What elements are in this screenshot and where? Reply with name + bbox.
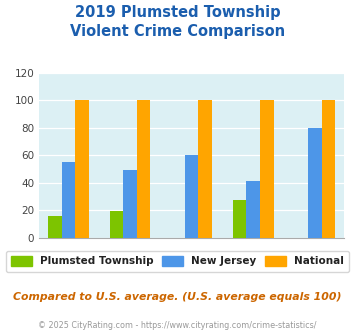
Bar	[198, 100, 212, 238]
Legend: Plumsted Township, New Jersey, National: Plumsted Township, New Jersey, National	[6, 251, 349, 272]
Text: 2019 Plumsted Township
Violent Crime Comparison: 2019 Plumsted Township Violent Crime Com…	[70, 5, 285, 39]
Bar	[185, 155, 198, 238]
Text: Compared to U.S. average. (U.S. average equals 100): Compared to U.S. average. (U.S. average …	[13, 292, 342, 302]
Bar	[62, 162, 75, 238]
Bar	[322, 100, 335, 238]
Bar	[110, 212, 124, 238]
Bar	[233, 200, 246, 238]
Bar	[137, 100, 151, 238]
Text: © 2025 CityRating.com - https://www.cityrating.com/crime-statistics/: © 2025 CityRating.com - https://www.city…	[38, 321, 317, 330]
Bar	[308, 128, 322, 238]
Bar	[48, 215, 62, 238]
Bar	[246, 181, 260, 238]
Bar	[260, 100, 274, 238]
Bar	[124, 170, 137, 238]
Bar	[75, 100, 89, 238]
